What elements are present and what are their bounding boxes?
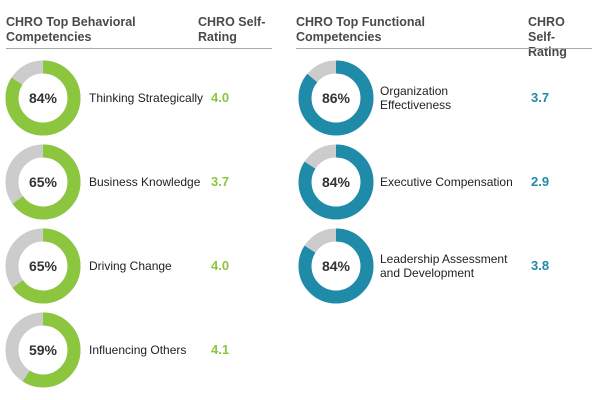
self-rating-value: 3.7	[211, 174, 230, 189]
self-rating-value: 4.1	[211, 342, 230, 357]
donut-chart: 86%	[296, 58, 376, 138]
competency-label: Influencing Others	[89, 343, 187, 357]
functional-title: CHRO Top Functional Competencies	[296, 15, 425, 44]
behavioral-title: CHRO Top Behavioral Competencies	[6, 15, 136, 44]
donut-chart: 84%	[296, 142, 376, 222]
donut-percent-label: 84%	[321, 174, 351, 190]
donut-value-arc	[5, 144, 81, 220]
competency-label: Leadership Assessment and Development	[380, 252, 508, 280]
self-rating-value: 3.7	[531, 90, 550, 105]
competency-label: Thinking Strategically	[89, 91, 204, 105]
competency-label: Organization Effectiveness	[380, 84, 452, 112]
right-competency-row: 84% Executive Compensation 2.9	[296, 142, 600, 222]
behavioral-panel: CHRO Top Behavioral Competencies CHRO Se…	[0, 0, 272, 388]
donut-percent-label: 65%	[28, 174, 58, 190]
self-rating-value: 2.9	[531, 174, 550, 189]
donut-value-arc	[298, 60, 374, 136]
competency-label: Driving Change	[89, 259, 172, 273]
competency-label: Business Knowledge	[89, 175, 201, 189]
competency-label-cell: Influencing Others	[89, 310, 186, 390]
competency-label-cell: Organization Effectiveness	[380, 58, 520, 138]
self-rating-value: 3.8	[531, 258, 550, 273]
functional-panel: CHRO Top Functional Competencies CHRO Se…	[296, 0, 600, 304]
competency-label-cell: Leadership Assessment and Development	[380, 226, 520, 306]
donut-value-arc	[5, 60, 81, 136]
competency-label-cell: Thinking Strategically	[89, 58, 203, 138]
donut-percent-label: 86%	[321, 90, 351, 106]
donut-chart: 65%	[3, 142, 83, 222]
competency-label-cell: Executive Compensation	[380, 142, 520, 222]
donut-value-arc	[5, 228, 81, 304]
donut-chart: 84%	[296, 226, 376, 306]
donut-value-arc	[298, 144, 374, 220]
competency-label: Executive Compensation	[380, 175, 513, 189]
donut-svg	[5, 60, 81, 136]
self-rating-value: 4.0	[211, 258, 230, 273]
self-rating-value: 4.0	[211, 90, 230, 105]
donut-chart: 65%	[3, 226, 83, 306]
competency-label-cell: Business Knowledge	[89, 142, 200, 222]
competency-label-cell: Driving Change	[89, 226, 172, 306]
donut-svg	[5, 312, 81, 388]
donut-value-arc	[5, 312, 81, 388]
functional-header-rule	[296, 48, 592, 49]
right-competency-row: 86% Organization Effectiveness 3.7	[296, 58, 600, 138]
donut-svg	[5, 228, 81, 304]
donut-percent-label: 65%	[28, 258, 58, 274]
donut-svg	[298, 144, 374, 220]
behavioral-header: CHRO Top Behavioral Competencies CHRO Se…	[0, 0, 272, 49]
left-competency-row: 65% Driving Change 4.0	[0, 226, 272, 306]
behavioral-header-rule	[6, 48, 272, 49]
donut-chart: 59%	[3, 310, 83, 390]
donut-percent-label: 59%	[28, 342, 58, 358]
donut-chart: 84%	[3, 58, 83, 138]
donut-svg	[298, 60, 374, 136]
functional-header: CHRO Top Functional Competencies CHRO Se…	[296, 0, 600, 59]
left-competency-row: 65% Business Knowledge 3.7	[0, 142, 272, 222]
right-competency-row: 84% Leadership Assessment and Development…	[296, 226, 600, 306]
behavioral-rating-header: CHRO Self-Rating	[198, 15, 266, 44]
functional-rating-header: CHRO Self-Rating	[528, 15, 567, 59]
donut-percent-label: 84%	[321, 258, 351, 274]
donut-value-arc	[298, 228, 374, 304]
donut-svg	[5, 144, 81, 220]
left-competency-row: 84% Thinking Strategically 4.0	[0, 58, 272, 138]
donut-percent-label: 84%	[28, 90, 58, 106]
donut-svg	[298, 228, 374, 304]
left-competency-row: 59% Influencing Others 4.1	[0, 310, 272, 390]
